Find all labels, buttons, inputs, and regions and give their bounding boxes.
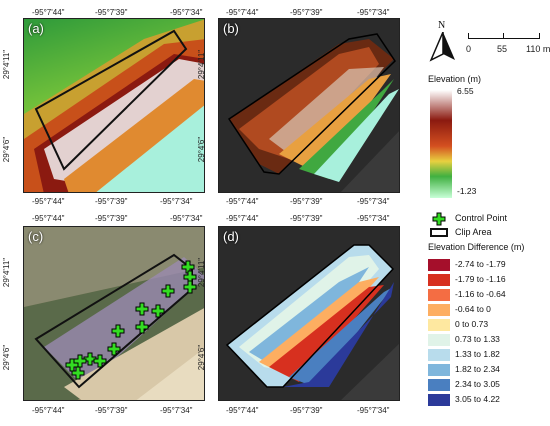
scale-label-110: 110 m (526, 44, 550, 54)
elevation-legend-title: Elevation (m) (428, 74, 482, 84)
panel-label-b: (b) (223, 21, 239, 36)
map-panel-a: (a) (23, 18, 205, 193)
x-tick-mid-5: -95°7'39" (290, 197, 323, 206)
difference-legend-label: -2.74 to -1.79 (455, 259, 506, 269)
north-label: N (438, 20, 446, 31)
x-tick-top-2: -95°7'39" (95, 8, 128, 17)
elevation-colorbar (430, 90, 452, 198)
y-tick-d-2: 29°4'6" (197, 344, 207, 371)
difference-legend-swatch (428, 289, 450, 301)
elevation-map (219, 19, 399, 192)
x-tick-mid2-4: -95°7'44" (226, 214, 259, 223)
x-tick-bottom-1: -95°7'44" (32, 406, 65, 415)
scale-label-55: 55 (497, 44, 508, 54)
difference-legend-label: 3.05 to 4.22 (455, 394, 500, 404)
y-tick-d-1: 29°4'11" (197, 257, 207, 288)
clip-area-swatch (430, 228, 448, 237)
map-panel-c: (c) (23, 226, 205, 401)
x-tick-mid-1: -95°7'44" (32, 197, 65, 206)
x-tick-top-4: -95°7'44" (226, 8, 259, 17)
north-arrow-icon (429, 32, 455, 62)
difference-legend-swatch (428, 349, 450, 361)
y-tick-a-2: 29°4'6" (2, 136, 12, 163)
x-tick-top-5: -95°7'39" (290, 8, 323, 17)
north-arrow: N (428, 20, 458, 62)
legend-control-point: Control Point (428, 212, 548, 226)
difference-legend-label: -1.16 to -0.64 (455, 289, 506, 299)
difference-legend-swatch (428, 394, 450, 406)
x-tick-bottom-2: -95°7'39" (95, 406, 128, 415)
imagery-map (24, 227, 204, 400)
x-tick-mid-2: -95°7'39" (95, 197, 128, 206)
y-tick-a-1: 29°4'11" (2, 49, 12, 80)
x-tick-mid-6: -95°7'34" (357, 197, 390, 206)
x-tick-mid2-1: -95°7'44" (32, 214, 65, 223)
x-tick-top-6: -95°7'34" (357, 8, 390, 17)
x-tick-top-1: -95°7'44" (32, 8, 65, 17)
difference-legend-label: 1.82 to 2.34 (455, 364, 500, 374)
difference-legend-label: -0.64 to 0 (455, 304, 491, 314)
elevation-difference-map (219, 227, 399, 400)
difference-legend-swatch (428, 274, 450, 286)
x-tick-mid2-5: -95°7'39" (290, 214, 323, 223)
x-tick-bottom-5: -95°7'39" (290, 406, 323, 415)
x-tick-mid2-6: -95°7'34" (357, 214, 390, 223)
difference-legend-label: 0.73 to 1.33 (455, 334, 500, 344)
y-tick-b-2: 29°4'6" (197, 136, 207, 163)
elevation-max-label: 6.55 (457, 86, 474, 96)
scale-label-0: 0 (466, 44, 472, 54)
x-tick-mid-3: -95°7'34" (160, 197, 193, 206)
x-tick-bottom-6: -95°7'34" (357, 406, 390, 415)
difference-legend-swatch (428, 334, 450, 346)
y-tick-c-1: 29°4'11" (2, 257, 12, 288)
control-point-label: Control Point (455, 213, 508, 223)
map-panel-b: (b) (218, 18, 400, 193)
elevation-min-label: -1.23 (457, 186, 477, 196)
difference-legend-swatch (428, 364, 450, 376)
difference-legend-label: 1.33 to 1.82 (455, 349, 500, 359)
map-panel-d: (d) (218, 226, 400, 401)
elevation-overlay-map (24, 19, 204, 192)
x-tick-mid2-2: -95°7'39" (95, 214, 128, 223)
scale-bar: 0 55 110 m (466, 30, 550, 60)
difference-legend-swatch (428, 379, 450, 391)
difference-legend-swatch (428, 304, 450, 316)
control-points (65, 260, 197, 380)
control-point-icon (432, 212, 446, 226)
difference-legend-label: 0 to 0.73 (455, 319, 489, 329)
clip-area-label: Clip Area (455, 227, 492, 237)
y-tick-b-1: 29°4'11" (197, 49, 207, 80)
x-tick-top-3: -95°7'34" (170, 8, 203, 17)
panel-label-c: (c) (28, 229, 44, 244)
panel-label-d: (d) (223, 229, 239, 244)
x-tick-mid2-3: -95°7'34" (170, 214, 203, 223)
y-tick-c-2: 29°4'6" (2, 344, 12, 371)
difference-legend-label: 2.34 to 3.05 (455, 379, 500, 389)
legend-clip-area: Clip Area (428, 226, 548, 240)
x-tick-bottom-3: -95°7'34" (160, 406, 193, 415)
difference-legend-title: Elevation Difference (m) (428, 242, 525, 252)
difference-legend-label: -1.79 to -1.16 (455, 274, 506, 284)
x-tick-bottom-4: -95°7'44" (226, 406, 259, 415)
panel-label-a: (a) (28, 21, 44, 36)
difference-legend-swatch (428, 319, 450, 331)
difference-legend-swatch (428, 259, 450, 271)
x-tick-mid-4: -95°7'44" (226, 197, 259, 206)
